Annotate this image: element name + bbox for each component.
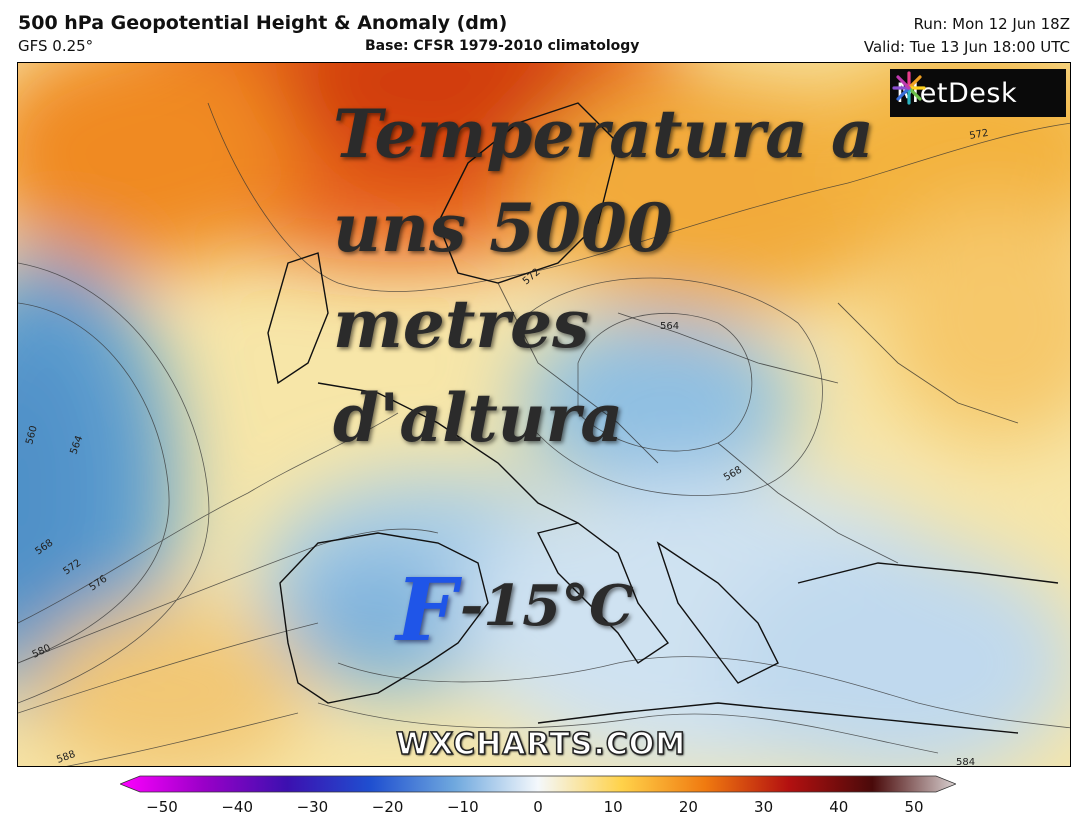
colorbar-tick-label: −30: [296, 798, 329, 816]
colorbar-tick-label: −40: [221, 798, 254, 816]
colorbar: [120, 775, 956, 793]
map-canvas: 560 564 568 572 576 580 588 564 572 568 …: [18, 63, 1070, 767]
colorbar-tick-label: −10: [446, 798, 479, 816]
colorbar-tick-label: 20: [678, 798, 698, 816]
cold-anomaly-iberia: [288, 553, 468, 693]
valid-time: Valid: Tue 13 Jun 18:00 UTC: [863, 38, 1070, 56]
cold-anomaly-central: [518, 313, 798, 493]
italy-coast: [536, 522, 670, 664]
cold-marker-letter: F: [396, 560, 458, 661]
scandinavia-coast: [437, 102, 619, 284]
metdesk-star-icon: [892, 71, 926, 105]
continent-coast: [317, 382, 579, 524]
overlay-text-line-1: Temperatura a: [333, 95, 874, 173]
colorbar-tick-label: −50: [146, 798, 178, 816]
north-africa-coast: [537, 702, 1019, 734]
colorbar-tick-label: 40: [829, 798, 849, 816]
coastlines: [267, 102, 1059, 734]
colorbar-tick-label: 30: [754, 798, 774, 816]
colorbar-tick-label: 10: [603, 798, 623, 816]
model-label: GFS 0.25°: [18, 37, 94, 55]
overlay-text-line-2: uns 5000: [333, 189, 673, 267]
metdesk-logo: MetDesk: [890, 69, 1066, 117]
colorbar-gradient: [120, 775, 956, 793]
british-isles-coast: [267, 252, 329, 385]
chart-title: 500 hPa Geopotential Height & Anomaly (d…: [18, 12, 508, 34]
cold-marker-temperature: -15°C: [460, 573, 634, 639]
height-contours: [18, 102, 1070, 766]
contour-label: 572: [969, 128, 990, 142]
borders: [497, 282, 1019, 564]
contour-label: 560: [24, 424, 40, 445]
colorbar-tick-label: 0: [533, 798, 543, 816]
black-sea-coast: [797, 562, 1059, 584]
contour-label: 584: [956, 757, 975, 767]
overlay-text-line-3: metres: [333, 285, 590, 363]
contour-label: 564: [660, 321, 679, 332]
iberia-coast: [279, 532, 489, 704]
colorbar-tick-label: 50: [904, 798, 924, 816]
colorbar-tick-label: −20: [371, 798, 404, 816]
balkans-coast: [656, 541, 779, 684]
run-time: Run: Mon 12 Jun 18Z: [913, 15, 1070, 33]
wxcharts-watermark: WXCHARTS.COM: [395, 726, 687, 763]
warm-anomaly-southwest: [28, 603, 308, 766]
hot-core-north: [278, 63, 598, 173]
overlay-text-line-4: d'altura: [333, 379, 624, 457]
climatology-base: Base: CFSR 1979-2010 climatology: [365, 38, 640, 54]
anomaly-map[interactable]: 560 564 568 572 576 580 588 564 572 568 …: [17, 62, 1071, 767]
